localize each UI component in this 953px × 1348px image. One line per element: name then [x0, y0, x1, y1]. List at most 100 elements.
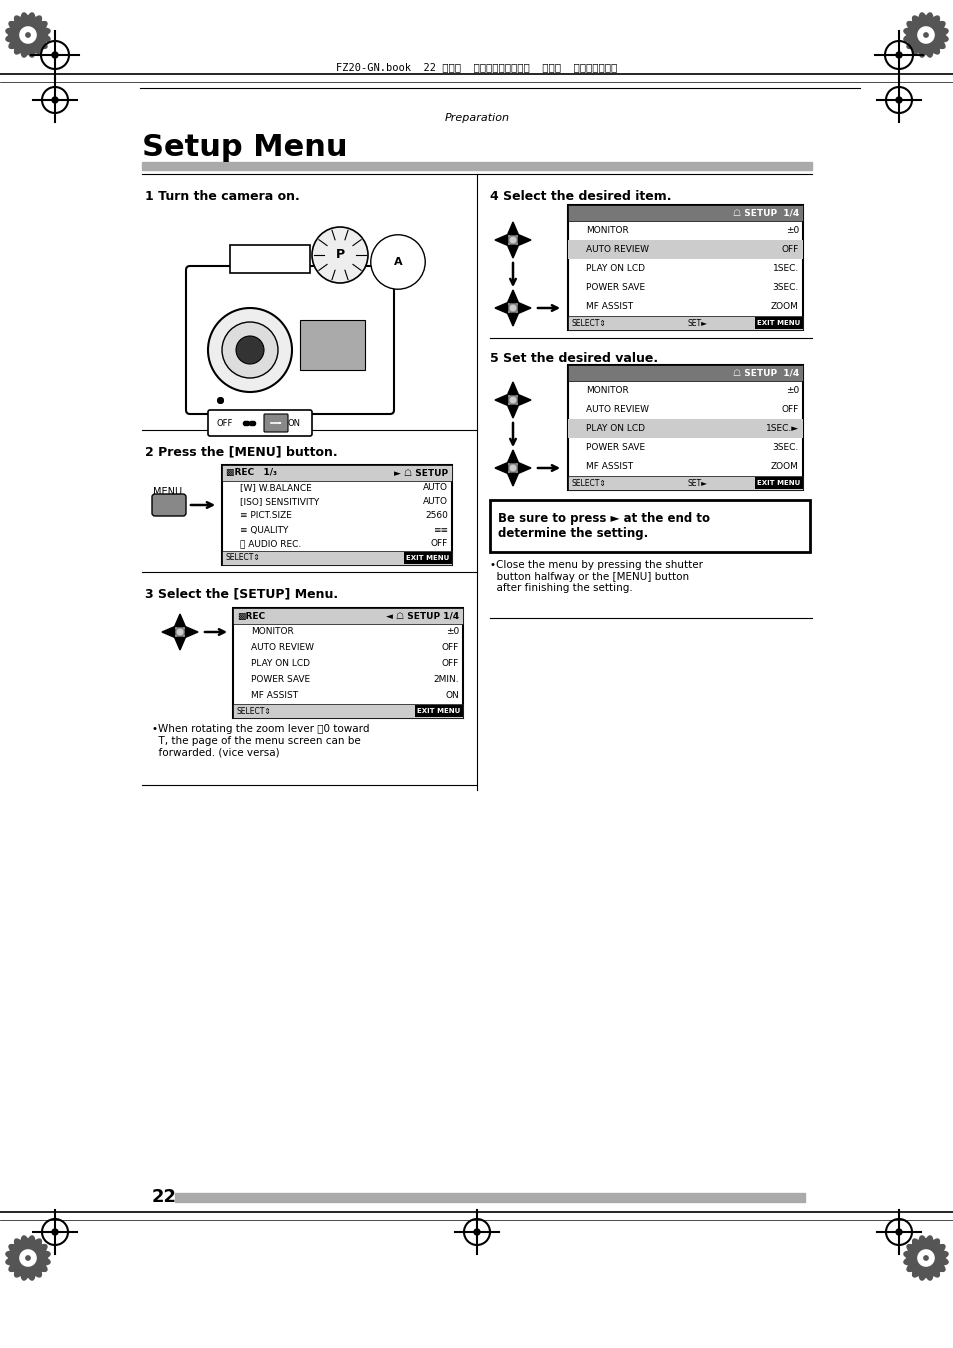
Polygon shape	[162, 627, 174, 638]
Polygon shape	[917, 27, 933, 43]
Text: ☖ SETUP  1/4: ☖ SETUP 1/4	[732, 368, 799, 377]
Text: AUTO: AUTO	[422, 484, 448, 492]
Polygon shape	[517, 235, 531, 245]
Polygon shape	[517, 395, 531, 406]
Text: ON: ON	[445, 692, 458, 701]
Polygon shape	[20, 27, 36, 43]
Polygon shape	[507, 381, 517, 395]
Circle shape	[510, 305, 516, 310]
Text: [W] W.BALANCE: [W] W.BALANCE	[240, 484, 312, 492]
Bar	[567, 419, 802, 438]
Text: [ISO] SENSITIVITY: [ISO] SENSITIVITY	[240, 497, 319, 507]
Text: A: A	[394, 257, 402, 267]
Bar	[567, 476, 802, 491]
Text: MF ASSIST: MF ASSIST	[251, 692, 297, 701]
Polygon shape	[20, 1250, 36, 1266]
Text: 4 Select the desired item.: 4 Select the desired item.	[490, 190, 671, 204]
Text: OFF: OFF	[781, 245, 799, 253]
Text: 2560: 2560	[425, 511, 448, 520]
Text: SET►: SET►	[686, 479, 706, 488]
Polygon shape	[902, 1236, 947, 1281]
Bar	[222, 465, 452, 565]
Text: OFF: OFF	[441, 659, 458, 669]
Circle shape	[312, 226, 368, 283]
Text: PLAY ON LCD: PLAY ON LCD	[585, 264, 644, 274]
Text: MONITOR: MONITOR	[585, 226, 628, 235]
Text: 5 Set the desired value.: 5 Set the desired value.	[490, 352, 658, 365]
Text: EXIT MENU: EXIT MENU	[416, 708, 460, 714]
Circle shape	[174, 627, 185, 638]
Bar	[415, 705, 462, 717]
Circle shape	[507, 395, 517, 404]
Circle shape	[52, 97, 58, 102]
Text: SELECT⇕: SELECT⇕	[572, 479, 606, 488]
Circle shape	[895, 1229, 901, 1235]
Polygon shape	[495, 235, 507, 245]
Text: ±0: ±0	[445, 628, 458, 636]
Text: Preparation: Preparation	[444, 113, 509, 123]
Bar	[567, 365, 802, 491]
Circle shape	[510, 398, 516, 403]
Text: ±0: ±0	[785, 386, 799, 395]
Polygon shape	[507, 222, 517, 235]
Text: SET►: SET►	[686, 318, 706, 328]
Polygon shape	[517, 462, 531, 473]
Circle shape	[507, 462, 517, 473]
Polygon shape	[495, 395, 507, 406]
Text: 🎤 AUDIO REC.: 🎤 AUDIO REC.	[240, 539, 301, 549]
Text: AUTO: AUTO	[422, 497, 448, 507]
Text: ON: ON	[288, 418, 301, 427]
Polygon shape	[517, 302, 531, 313]
Circle shape	[52, 53, 58, 58]
Text: AUTO REVIEW: AUTO REVIEW	[251, 643, 314, 652]
Text: SELECT⇕: SELECT⇕	[572, 318, 606, 328]
Circle shape	[510, 465, 516, 470]
FancyBboxPatch shape	[152, 493, 186, 516]
Text: Be sure to press ► at the end to
determine the setting.: Be sure to press ► at the end to determi…	[497, 512, 709, 541]
FancyBboxPatch shape	[264, 414, 288, 431]
Bar	[222, 465, 452, 481]
Bar	[142, 162, 811, 170]
FancyBboxPatch shape	[186, 266, 394, 414]
Circle shape	[26, 1256, 30, 1260]
Text: ◄ ☖ SETUP 1/4: ◄ ☖ SETUP 1/4	[385, 612, 458, 620]
Text: MONITOR: MONITOR	[251, 628, 294, 636]
Text: MONITOR: MONITOR	[585, 386, 628, 395]
Circle shape	[895, 53, 901, 58]
Circle shape	[895, 97, 901, 102]
Polygon shape	[507, 313, 517, 326]
Text: POWER SAVE: POWER SAVE	[585, 283, 644, 293]
Text: SELECT⇕: SELECT⇕	[226, 554, 260, 562]
Polygon shape	[507, 290, 517, 302]
Polygon shape	[174, 613, 185, 627]
Circle shape	[507, 303, 517, 313]
Text: ≡ QUALITY: ≡ QUALITY	[240, 526, 288, 535]
Polygon shape	[495, 302, 507, 313]
Polygon shape	[902, 13, 947, 57]
Circle shape	[52, 1229, 58, 1235]
Bar	[567, 315, 802, 330]
Circle shape	[923, 1256, 927, 1260]
Circle shape	[222, 322, 277, 377]
Text: PLAY ON LCD: PLAY ON LCD	[585, 425, 644, 433]
Text: SELECT⇕: SELECT⇕	[236, 706, 272, 716]
Text: ▩REC   1/₃: ▩REC 1/₃	[226, 469, 276, 477]
Circle shape	[923, 32, 927, 38]
Polygon shape	[507, 450, 517, 462]
Text: EXIT MENU: EXIT MENU	[757, 319, 800, 326]
Circle shape	[510, 237, 516, 243]
Text: 1SEC.►: 1SEC.►	[765, 425, 799, 433]
Bar	[754, 317, 802, 329]
Text: 2MIN.: 2MIN.	[433, 675, 458, 685]
Polygon shape	[495, 462, 507, 473]
Text: 3SEC.: 3SEC.	[772, 283, 799, 293]
Bar	[567, 365, 802, 381]
Bar	[174, 1193, 804, 1202]
Bar	[403, 551, 452, 563]
Text: 1SEC.: 1SEC.	[772, 264, 799, 274]
Text: ☖ SETUP  1/4: ☖ SETUP 1/4	[732, 209, 799, 217]
Text: 1 Turn the camera on.: 1 Turn the camera on.	[145, 190, 299, 204]
Text: 3SEC.: 3SEC.	[772, 443, 799, 452]
Text: POWER SAVE: POWER SAVE	[585, 443, 644, 452]
Text: AUTO REVIEW: AUTO REVIEW	[585, 245, 648, 253]
